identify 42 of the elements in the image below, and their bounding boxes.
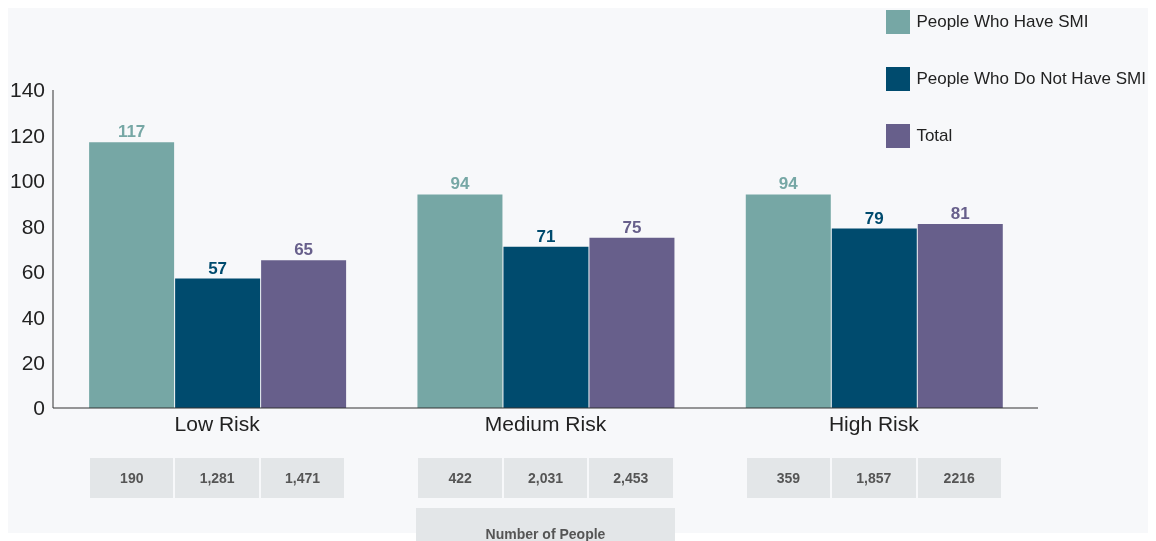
text: 359 [746,458,831,498]
data-label: 79 [864,208,884,228]
bar [589,237,675,408]
y-tick-label: 20 [21,351,45,375]
data-label: 81 [950,204,970,224]
text: 2,453 [589,458,673,498]
y-tick-label: 40 [21,305,45,329]
text: 422 [418,458,502,498]
bar [917,224,1003,408]
data-label: 117 [117,122,146,142]
bar [261,260,347,408]
bar [175,278,261,408]
bar [89,142,175,408]
y-tick-label: 100 [9,169,45,193]
data-label: 94 [778,174,799,194]
text: 1,471 [260,458,345,498]
y-tick-label: 60 [21,260,45,284]
data-label: 75 [622,217,642,237]
data-label: 57 [208,258,228,278]
y-tick-label: 0 [33,396,45,420]
text: 2,031 [503,458,588,498]
legend-label: People Who Do Not Have SMI [916,69,1146,89]
text: 2216 [917,458,1001,498]
text: Number of People [416,508,675,541]
text: 1,857 [832,458,916,498]
text: 190 [90,458,174,498]
x-tick-label: High Risk [828,411,920,435]
bar [417,194,503,408]
data-label: 94 [450,174,470,194]
y-tick-label: 140 [9,78,45,102]
legend-label: Total [916,126,953,146]
text: 1,281 [175,458,259,498]
bar [745,194,831,408]
x-tick-label: Medium Risk [484,411,607,435]
data-label: 65 [294,240,314,260]
legend-label: People Who Have SMI [916,12,1089,32]
x-tick-label: Low Risk [174,411,261,435]
y-tick-label: 80 [21,214,45,238]
y-tick-label: 120 [9,123,45,147]
bar [831,228,917,408]
bar [503,246,589,408]
data-label: 71 [536,226,556,246]
